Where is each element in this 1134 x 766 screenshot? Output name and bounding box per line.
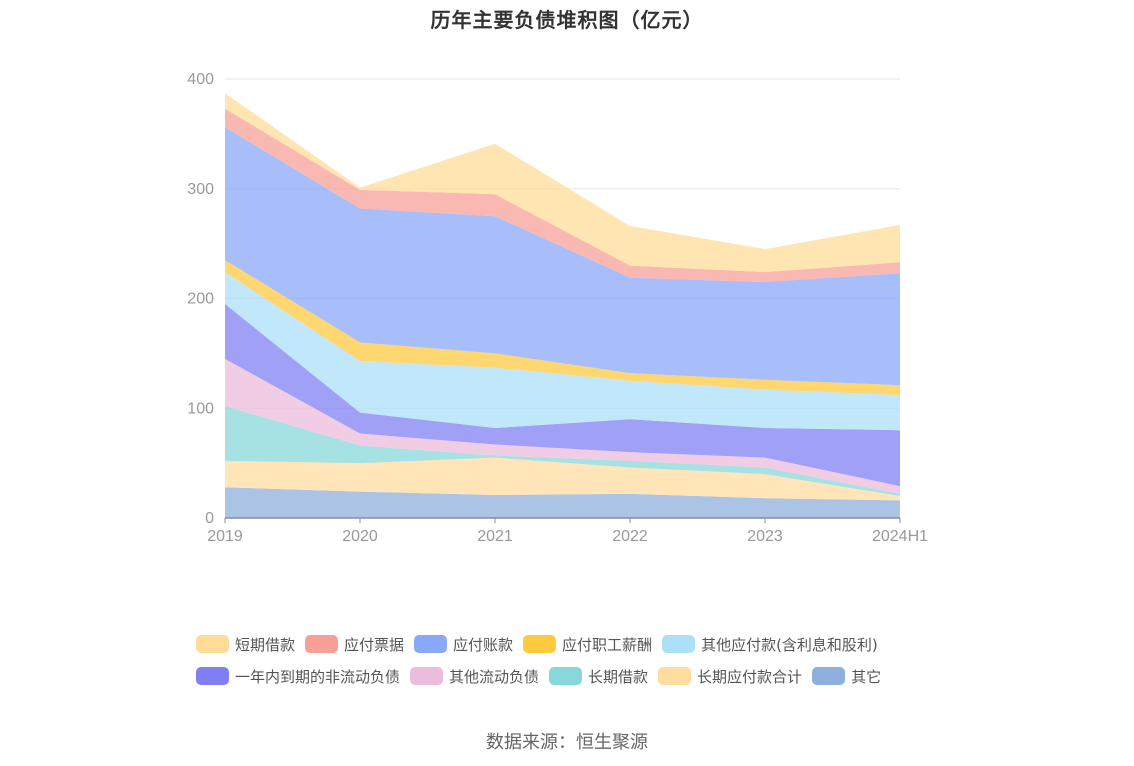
stacked-areas <box>225 93 900 518</box>
area-series-4 <box>225 303 900 487</box>
legend-swatch <box>410 667 444 685</box>
legend-item[interactable]: 一年内到期的非流动负债 <box>196 666 400 687</box>
x-tick-label: 2021 <box>477 528 513 545</box>
x-tick-label: 2019 <box>207 528 243 545</box>
legend-label: 一年内到期的非流动负债 <box>235 667 401 686</box>
legend-label: 其它 <box>851 667 882 686</box>
legend-swatch <box>196 635 229 653</box>
legend-label: 长期借款 <box>588 667 649 686</box>
legend-swatch <box>812 667 846 685</box>
chart-title: 历年主要负债堆积图（亿元） <box>430 8 704 32</box>
legend-label: 应付票据 <box>344 635 405 654</box>
area-series-7 <box>225 127 900 386</box>
area-series-8 <box>225 108 900 283</box>
legend-swatch <box>658 667 692 685</box>
legend-label: 其他流动负债 <box>449 667 540 686</box>
data-source-note: 数据来源：恒生聚源 <box>486 732 648 753</box>
legend-item[interactable]: 其他应付款(含利息和股利) <box>662 634 878 655</box>
legend-swatch <box>662 635 696 653</box>
legend-item[interactable]: 短期借款 <box>196 634 295 655</box>
legend-item[interactable]: 长期借款 <box>549 666 648 687</box>
legend-item[interactable]: 其它 <box>812 666 881 687</box>
axes: 0 100 200 300 400 2019 2020 2021 2022 2023 2024H1 <box>187 71 928 545</box>
x-tick-label: 2024H1 <box>872 528 928 545</box>
legend-row: 短期借款 应付票据 应付账款 应付职工薪酬 其他应付款(含利息和股利) <box>196 628 956 660</box>
legend: 短期借款 应付票据 应付账款 应付职工薪酬 其他应付款(含利息和股利) 一年内到期的非流… <box>196 628 956 692</box>
area-series-2 <box>225 406 900 497</box>
legend-label: 短期借款 <box>235 635 296 654</box>
legend-item[interactable]: 应付账款 <box>414 634 513 655</box>
x-tick-label: 2020 <box>342 528 378 545</box>
legend-item[interactable]: 应付职工薪酬 <box>523 634 652 655</box>
legend-label: 应付账款 <box>453 635 514 654</box>
legend-swatch <box>414 635 448 653</box>
area-series-3 <box>225 358 900 494</box>
legend-swatch <box>549 667 583 685</box>
legend-row: 一年内到期的非流动负债 其他流动负债 长期借款 长期应付款合计 其它 <box>196 660 956 692</box>
legend-item[interactable]: 长期应付款合计 <box>658 666 802 687</box>
y-tick-label: 400 <box>187 71 214 88</box>
legend-item[interactable]: 应付票据 <box>305 634 404 655</box>
legend-label: 应付职工薪酬 <box>562 635 653 654</box>
area-series-5 <box>225 272 900 431</box>
area-series-9 <box>225 93 900 273</box>
legend-label: 长期应付款合计 <box>697 667 803 686</box>
legend-swatch <box>305 635 339 653</box>
area-series-0 <box>225 487 900 518</box>
y-tick-label: 200 <box>187 291 214 308</box>
chart-plot: 0 100 200 300 400 2019 2020 2021 2022 2023 2024H1 <box>187 71 928 545</box>
legend-label: 其他应付款(含利息和股利) <box>701 635 878 654</box>
y-tick-label: 300 <box>187 181 214 198</box>
legend-swatch <box>523 635 557 653</box>
x-tick-label: 2023 <box>747 528 783 545</box>
legend-item[interactable]: 其他流动负债 <box>410 666 539 687</box>
x-tick-label: 2022 <box>612 528 648 545</box>
y-tick-label: 0 <box>205 510 214 527</box>
area-series-6 <box>225 260 900 396</box>
area-series-1 <box>225 457 900 501</box>
legend-swatch <box>196 667 229 685</box>
y-tick-label: 100 <box>187 400 214 417</box>
